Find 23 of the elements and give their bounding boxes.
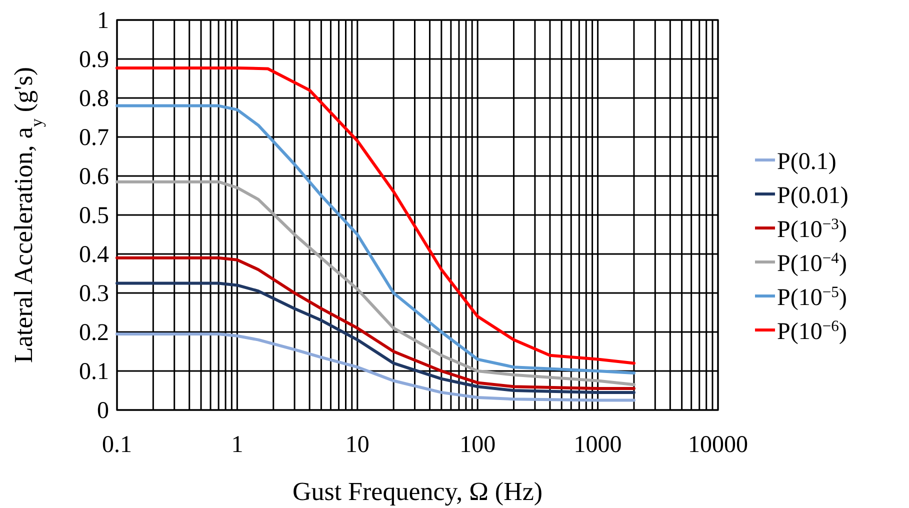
legend-label: P(10$^{−3}$) (777, 216, 847, 243)
legend-label: P(0.1) (777, 149, 836, 175)
y-tick-label: 0.4 (79, 242, 109, 268)
y-tick-label: 0.3 (79, 281, 109, 307)
y-tick-label: 0.2 (79, 320, 109, 346)
y-tick-label: 0 (97, 398, 109, 424)
y-tick-label: 0.7 (79, 125, 109, 151)
y-tick-label: 0.8 (79, 86, 109, 112)
legend-label: P(10$^{−6}$) (777, 318, 847, 345)
y-tick-label: 0.9 (79, 47, 109, 73)
legend-label: P(0.01) (777, 183, 848, 209)
y-tick-label: 0.1 (79, 359, 109, 385)
x-tick-label: 10 (345, 432, 370, 458)
y-tick-label: 0.6 (79, 164, 109, 190)
legend-label: P(10$^{−5}$) (777, 284, 847, 311)
y-tick-label: 1 (97, 8, 109, 34)
y-tick-label: 0.5 (79, 203, 109, 229)
x-tick-label: 10000 (688, 432, 748, 458)
x-tick-label: 1 (231, 432, 244, 458)
x-tick-label: 1000 (574, 432, 622, 458)
x-tick-label: 100 (460, 432, 496, 458)
x-axis-title: Gust Frequency, Ω (Hz) (292, 477, 543, 506)
legend-label: P(10$^{−4}$) (777, 250, 847, 277)
